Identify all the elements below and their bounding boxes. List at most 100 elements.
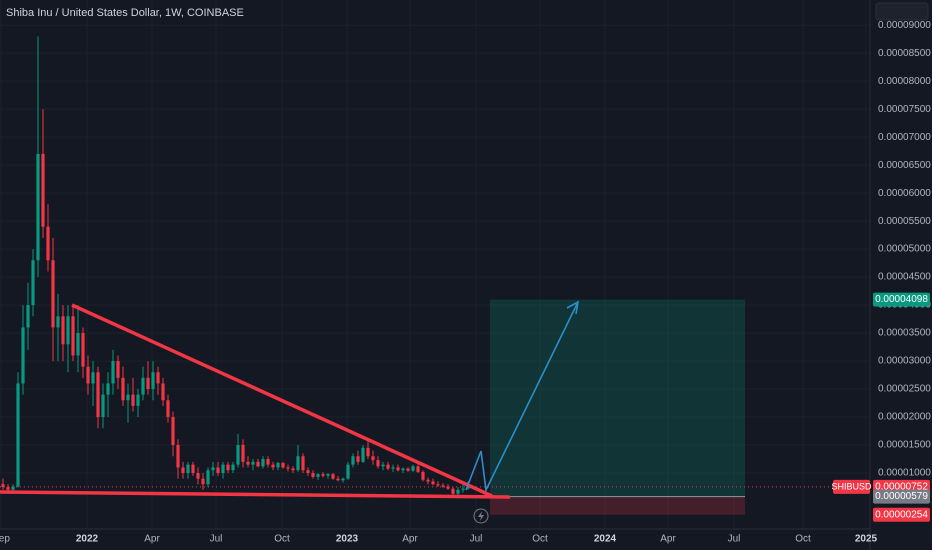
candle-body [221,464,225,474]
candle-body [401,468,405,471]
event-icon[interactable] [473,508,489,524]
candle-body [51,260,55,328]
candle-body [121,377,125,401]
price-tag-label: 0.00000752 [875,482,928,493]
candle-body [416,466,420,472]
candle-body [261,459,265,467]
x-tick-label: 2023 [336,534,359,545]
candle-body [191,464,195,474]
candle-body [36,153,40,261]
stop-zone [490,496,745,515]
candle-body [211,467,215,471]
candle-body [131,394,135,406]
price-tag [873,507,930,522]
candle-body [41,153,45,227]
y-tick-label: 0.00003000 [878,356,931,367]
candle-body [216,467,220,474]
candle-body [446,486,450,489]
scale-button[interactable] [875,2,929,21]
candle-body [256,461,260,467]
candle-body [251,461,255,465]
y-tick-label: 0.00005000 [878,244,931,255]
candle-body [376,460,380,467]
candle-body [336,478,340,481]
target-zone [490,299,745,497]
candle-body [346,464,350,479]
candle-body [286,467,290,469]
event-bolt [478,511,484,521]
candle-body [306,470,310,474]
y-tick-label: 0.00004500 [878,272,931,283]
y-tick-label: 0.00007500 [878,104,931,115]
candle-body [101,394,105,418]
symbol-tag [833,479,870,494]
candle-body [1,484,5,488]
candle-body [281,462,285,468]
price-tag [873,292,930,307]
y-tick-label: 0.00002000 [878,412,931,423]
candle-body [176,445,180,468]
candle-body [126,394,130,401]
candle-body [81,333,85,367]
x-tick-label: 2022 [76,534,99,545]
x-axis: Sep 2022 Apr Jul Oct 2023 Apr Jul Oct 2024 Apr Jul O… [0,534,878,545]
candle-body [161,383,165,401]
candle-body [26,305,30,328]
candle-body [371,456,375,461]
candle-body [451,488,455,494]
candle-body [31,260,35,306]
candle-body [431,481,435,485]
candle-body [11,486,15,490]
candle-body [196,473,200,479]
candle-body [411,466,415,471]
candle-body [166,400,170,418]
x-tick-label: Apr [402,534,418,545]
candle-body [361,447,365,462]
candle-body [291,468,295,471]
y-tick-label: 0.00006000 [878,188,931,199]
support-line [0,490,511,499]
candle-body [391,467,395,469]
candle-body [246,461,250,465]
candle-body [456,489,460,494]
y-tick-label: 0.00006500 [878,160,931,171]
candle-body [226,464,230,471]
y-tick-label: 0.00007000 [878,132,931,143]
drawings [0,300,580,524]
candle-body [296,456,300,471]
candle-body [351,456,355,465]
arrow-head [566,300,580,315]
candle-body [21,327,25,384]
candle-body [146,377,150,390]
x-tick-label: Sep [0,534,10,545]
x-tick-label: Apr [144,534,160,545]
candle-body [6,487,10,490]
candle-body [136,394,140,406]
candle-body [316,474,320,477]
x-tick-label: 2025 [855,534,878,545]
candle-body [201,478,205,485]
candle-body [341,478,345,481]
price-tag [873,489,930,504]
candle-body [66,316,70,345]
candle-body [206,470,210,485]
price-tag-label: 0.00000254 [875,509,928,520]
candle-body [151,372,155,390]
candle-body [46,226,50,261]
price-tag-label: 0.00000579 [875,491,928,502]
candle-body [16,383,20,487]
candle-body [366,447,370,457]
candle-body [111,361,115,384]
candle-body [276,462,280,468]
x-tick-label: Oct [795,534,811,545]
candle-body [381,464,385,467]
candle-body [396,467,400,471]
candle-body [461,488,465,490]
candles [0,36,870,499]
y-tick-label: 0.00001000 [878,468,931,479]
candle-body [116,361,120,378]
candle-body [86,366,90,384]
